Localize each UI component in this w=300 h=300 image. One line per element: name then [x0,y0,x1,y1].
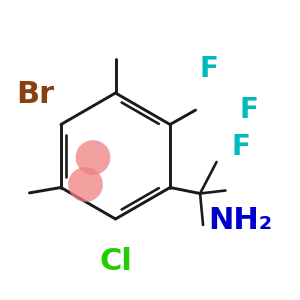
Text: Cl: Cl [99,247,132,275]
Text: F: F [231,133,250,161]
Text: F: F [200,55,218,83]
Circle shape [68,167,103,202]
Text: Br: Br [16,80,55,109]
Text: NH₂: NH₂ [208,206,273,235]
Text: F: F [240,95,259,124]
Circle shape [76,140,110,175]
